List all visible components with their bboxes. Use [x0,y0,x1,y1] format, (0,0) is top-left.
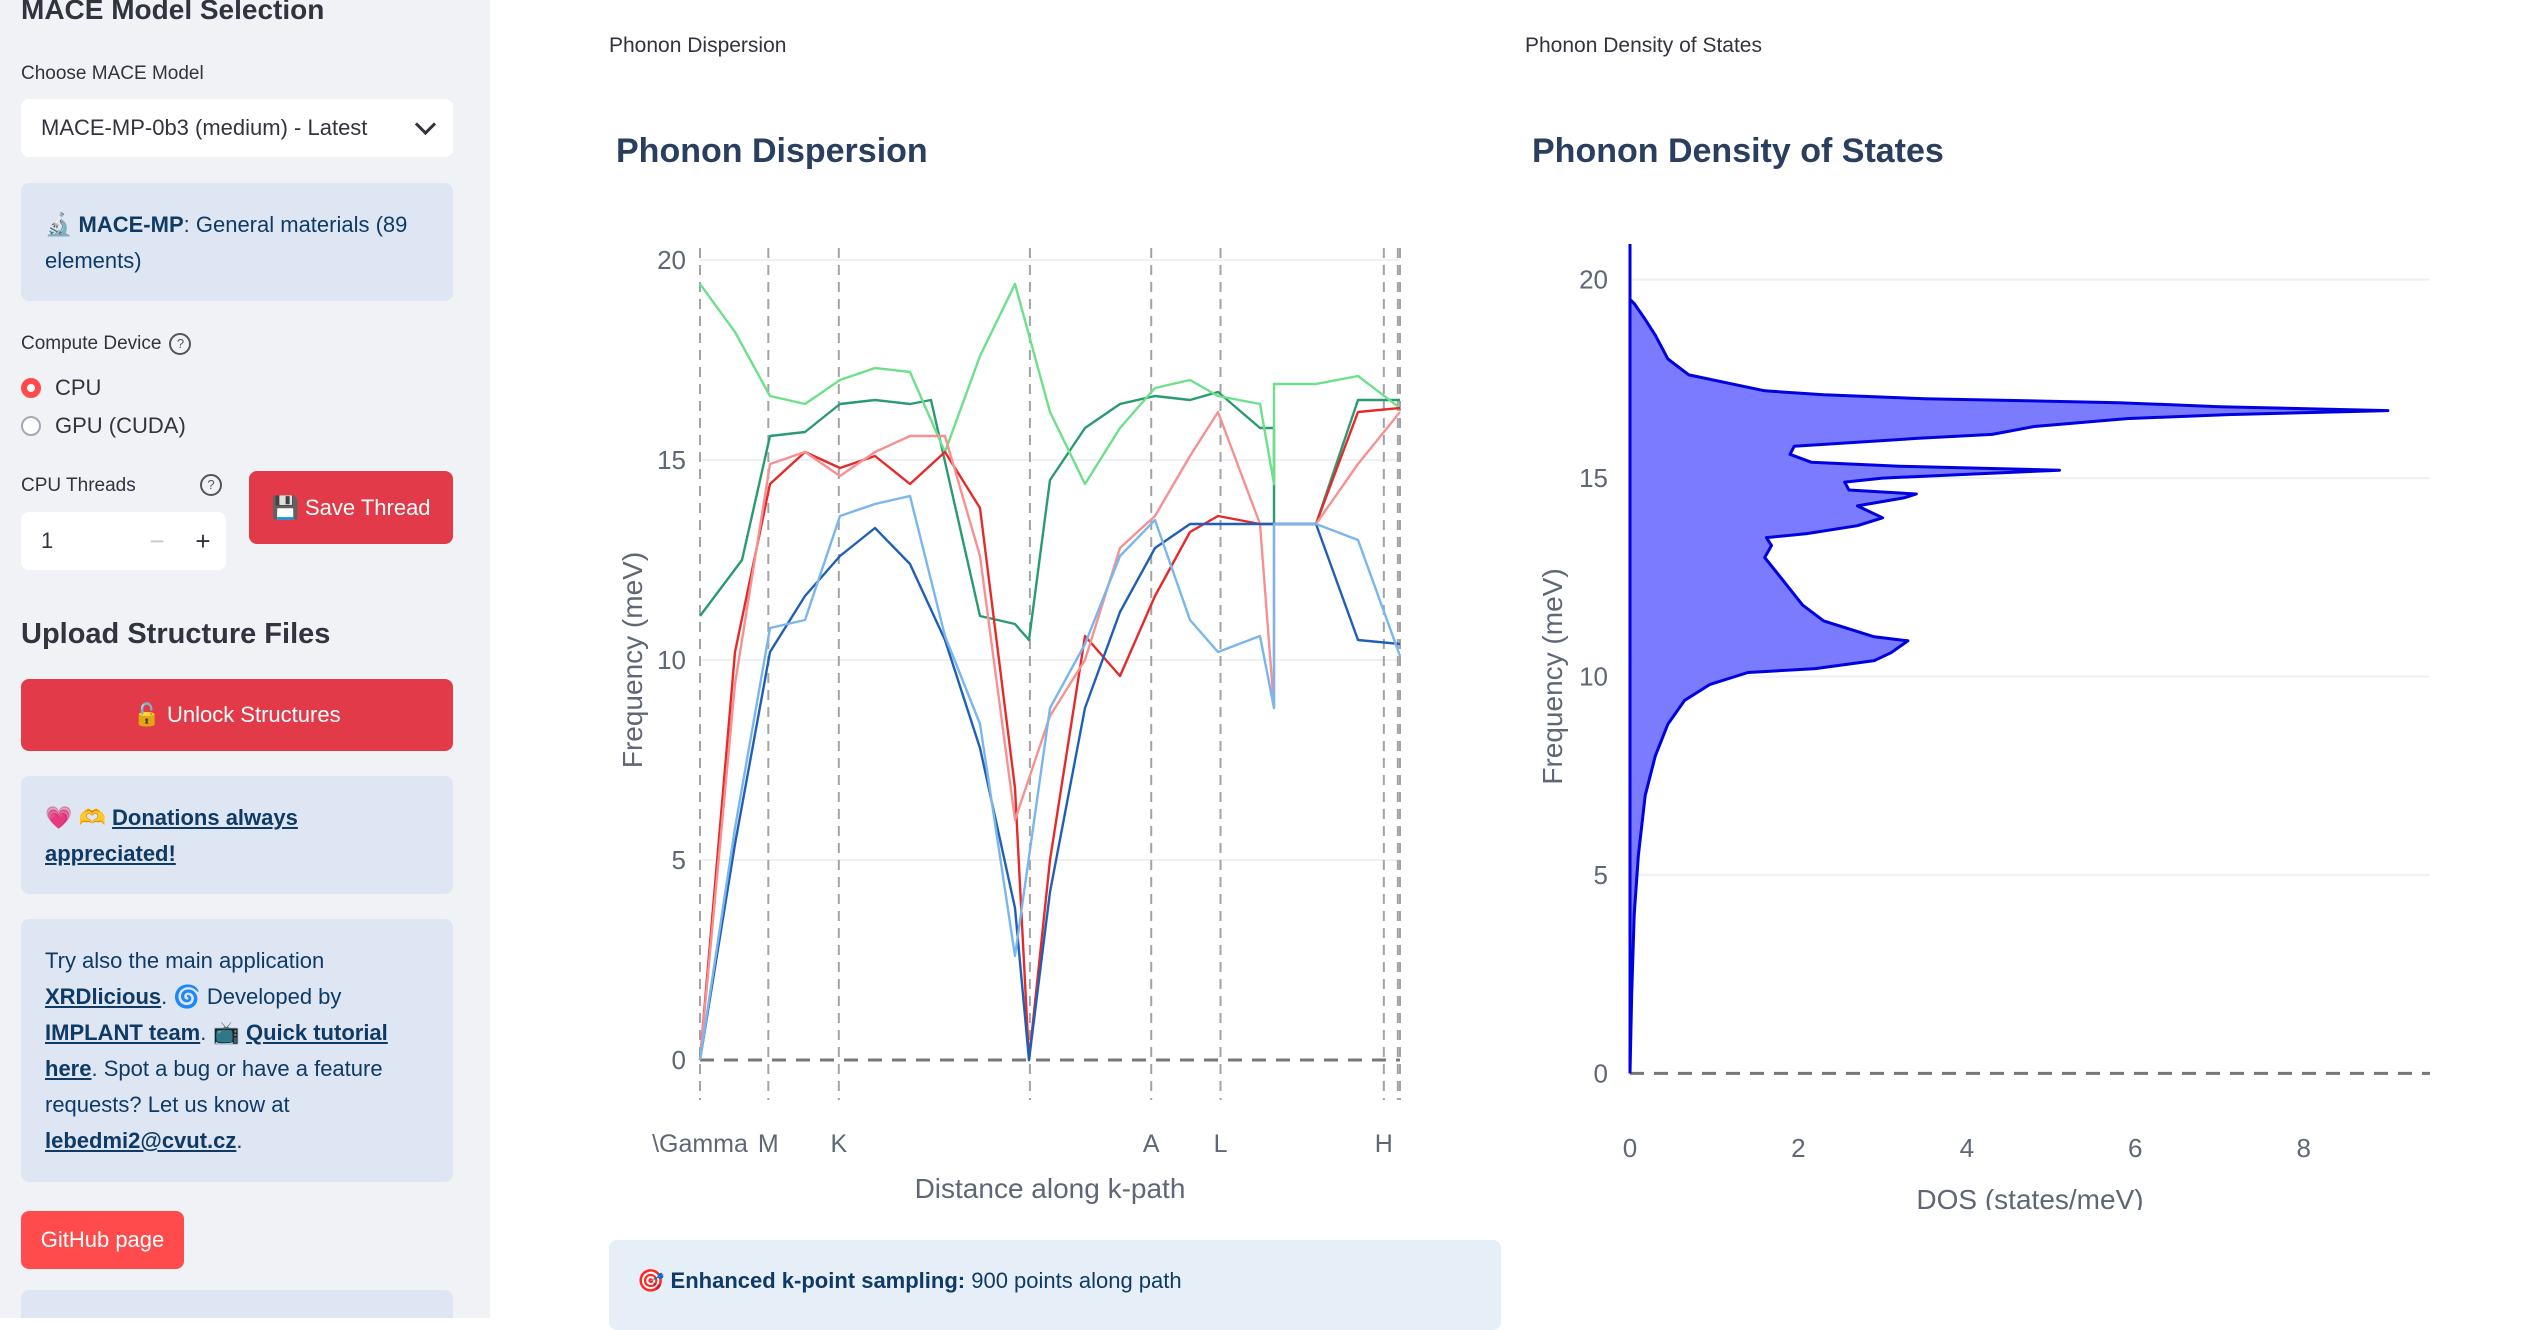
sidebar-bottom-box [21,1290,453,1318]
about-text-3: . 📺 [200,1020,246,1045]
k-path-tick-label: \Gamma [652,1130,748,1158]
chevron-down-icon [414,113,437,135]
threads-label: CPU Threads [21,475,136,496]
dispersion-chart-title: Phonon Dispersion [616,132,928,170]
phonon-branch-5 [698,522,1401,1062]
model-info-box: 🔬 MACE-MP: General materials (89 element… [21,183,453,301]
x-tick-label: 2 [1791,1133,1805,1163]
k-path-tick-label: L [1214,1130,1228,1158]
about-box: Try also the main application XRDlicious… [21,919,453,1182]
x-tick-label: 0 [1623,1133,1637,1163]
dos-caption: Phonon Density of States [1525,34,1762,57]
email-link[interactable]: lebedmi2@cvut.cz [45,1128,237,1153]
k-path-tick-label: A [1143,1130,1160,1158]
unlock-structures-label: Unlock Structures [166,702,341,727]
device-label: Compute Device? [21,333,192,355]
y-tick-label: 0 [1594,1058,1608,1088]
threads-input[interactable]: 1 − + [21,512,226,570]
threads-value[interactable]: 1 [41,528,54,553]
dispersion-caption: Phonon Dispersion [609,34,787,57]
model-info-name: MACE-MP [78,212,184,237]
model-info-text: : General materials (89 elements) [45,212,408,273]
x-tick-label: 8 [2296,1133,2310,1163]
kpoint-info-bold: Enhanced k-point sampling: [670,1268,966,1293]
device-label-text: Compute Device [21,333,162,355]
decrement-button[interactable]: − [149,525,165,556]
kpoint-info-text: 900 points along path [965,1268,1182,1293]
sidebar: MACE Model Selection Choose MACE Model M… [0,0,490,1318]
y-tick-label: 15 [657,445,686,475]
phonon-dispersion-chart[interactable]: 0 5 10 15 20 \Gamma M K A L H Distance along k-path… [600,220,1500,1210]
dos-chart-title: Phonon Density of States [1532,132,1944,170]
unlock-structures-button[interactable]: 🔓 Unlock Structures [21,679,453,751]
about-text-4: . Spot a bug or have a feature requests?… [45,1056,383,1117]
y-tick-label: 10 [657,645,686,675]
tutorial-link[interactable]: Quick tutorial here [45,1020,388,1081]
y-axis-title: Frequency (meV) [1537,568,1568,784]
x-axis-title: DOS (states/meV) [1916,1184,2143,1210]
phonon-branch-1 [699,390,1400,642]
donations-link[interactable]: Donations always appreciated! [45,805,298,866]
x-axis-title: Distance along k-path [915,1173,1186,1204]
about-text-5: . [236,1128,243,1153]
y-axis-title: Frequency (meV) [617,552,648,768]
x-tick-label: 4 [1960,1133,1974,1163]
y-tick-label: 0 [672,1045,686,1075]
phonon-branch-2 [699,282,1401,486]
floppy-disk-icon: 💾 [271,494,299,520]
upload-heading: Upload Structure Files [21,618,331,650]
dos-line [1628,298,2390,1074]
x-tick-label: 6 [2128,1133,2142,1163]
about-text-2: . 🌀 Developed by [161,984,342,1009]
radio-unselected-icon[interactable] [21,416,41,436]
k-path-tick-label: M [758,1130,779,1158]
phonon-branch-4 [698,410,1401,1061]
y-tick-label: 5 [1594,860,1608,890]
k-path-tick-label: H [1375,1130,1393,1158]
unlock-icon: 🔓 [133,702,161,727]
xrdlicious-link[interactable]: XRDlicious [45,984,162,1009]
save-thread-button[interactable]: 💾 Save Thread [249,471,453,544]
github-button[interactable]: GitHub page [21,1211,184,1269]
y-tick-label: 10 [1579,662,1608,692]
microscope-icon: 🔬 [45,212,73,237]
model-select[interactable]: MACE-MP-0b3 (medium) - Latest [21,99,453,157]
sidebar-title: MACE Model Selection [21,0,325,25]
phonon-dos-chart[interactable]: 0 5 10 15 20 0 2 4 6 8 DOS (states/meV) Frequency (… [1510,220,2510,1210]
target-icon: 🎯 [637,1268,665,1293]
dos-area [1630,299,2388,1074]
help-icon[interactable]: ? [200,474,222,496]
radio-selected-icon[interactable] [21,378,41,398]
model-select-value: MACE-MP-0b3 (medium) - Latest [41,115,368,140]
y-tick-label: 20 [657,245,686,275]
phonon-branch-6 [698,494,1402,1061]
increment-button[interactable]: + [195,525,211,556]
radio-gpu[interactable]: GPU (CUDA) [21,413,186,439]
donation-box: 💗 🫶 Donations always appreciated! [21,776,453,894]
kpoint-info-box: 🎯 Enhanced k-point sampling: 900 points … [609,1240,1501,1330]
y-tick-label: 5 [672,845,686,875]
y-tick-label: 20 [1579,265,1608,295]
model-select-label: Choose MACE Model [21,63,204,84]
radio-cpu[interactable]: CPU [21,375,101,401]
k-path-tick-label: K [830,1130,847,1158]
y-tick-label: 15 [1579,463,1608,493]
phonon-branch-3 [698,406,1401,1062]
implant-team-link[interactable]: IMPLANT team [45,1020,201,1045]
about-text-1: Try also the main application [45,948,325,973]
help-icon[interactable]: ? [169,333,192,355]
heart-hands-icon: 💗 🫶 [45,805,106,830]
radio-cpu-label: CPU [55,375,102,400]
save-thread-label: Save Thread [304,494,431,520]
radio-gpu-label: GPU (CUDA) [55,413,186,438]
